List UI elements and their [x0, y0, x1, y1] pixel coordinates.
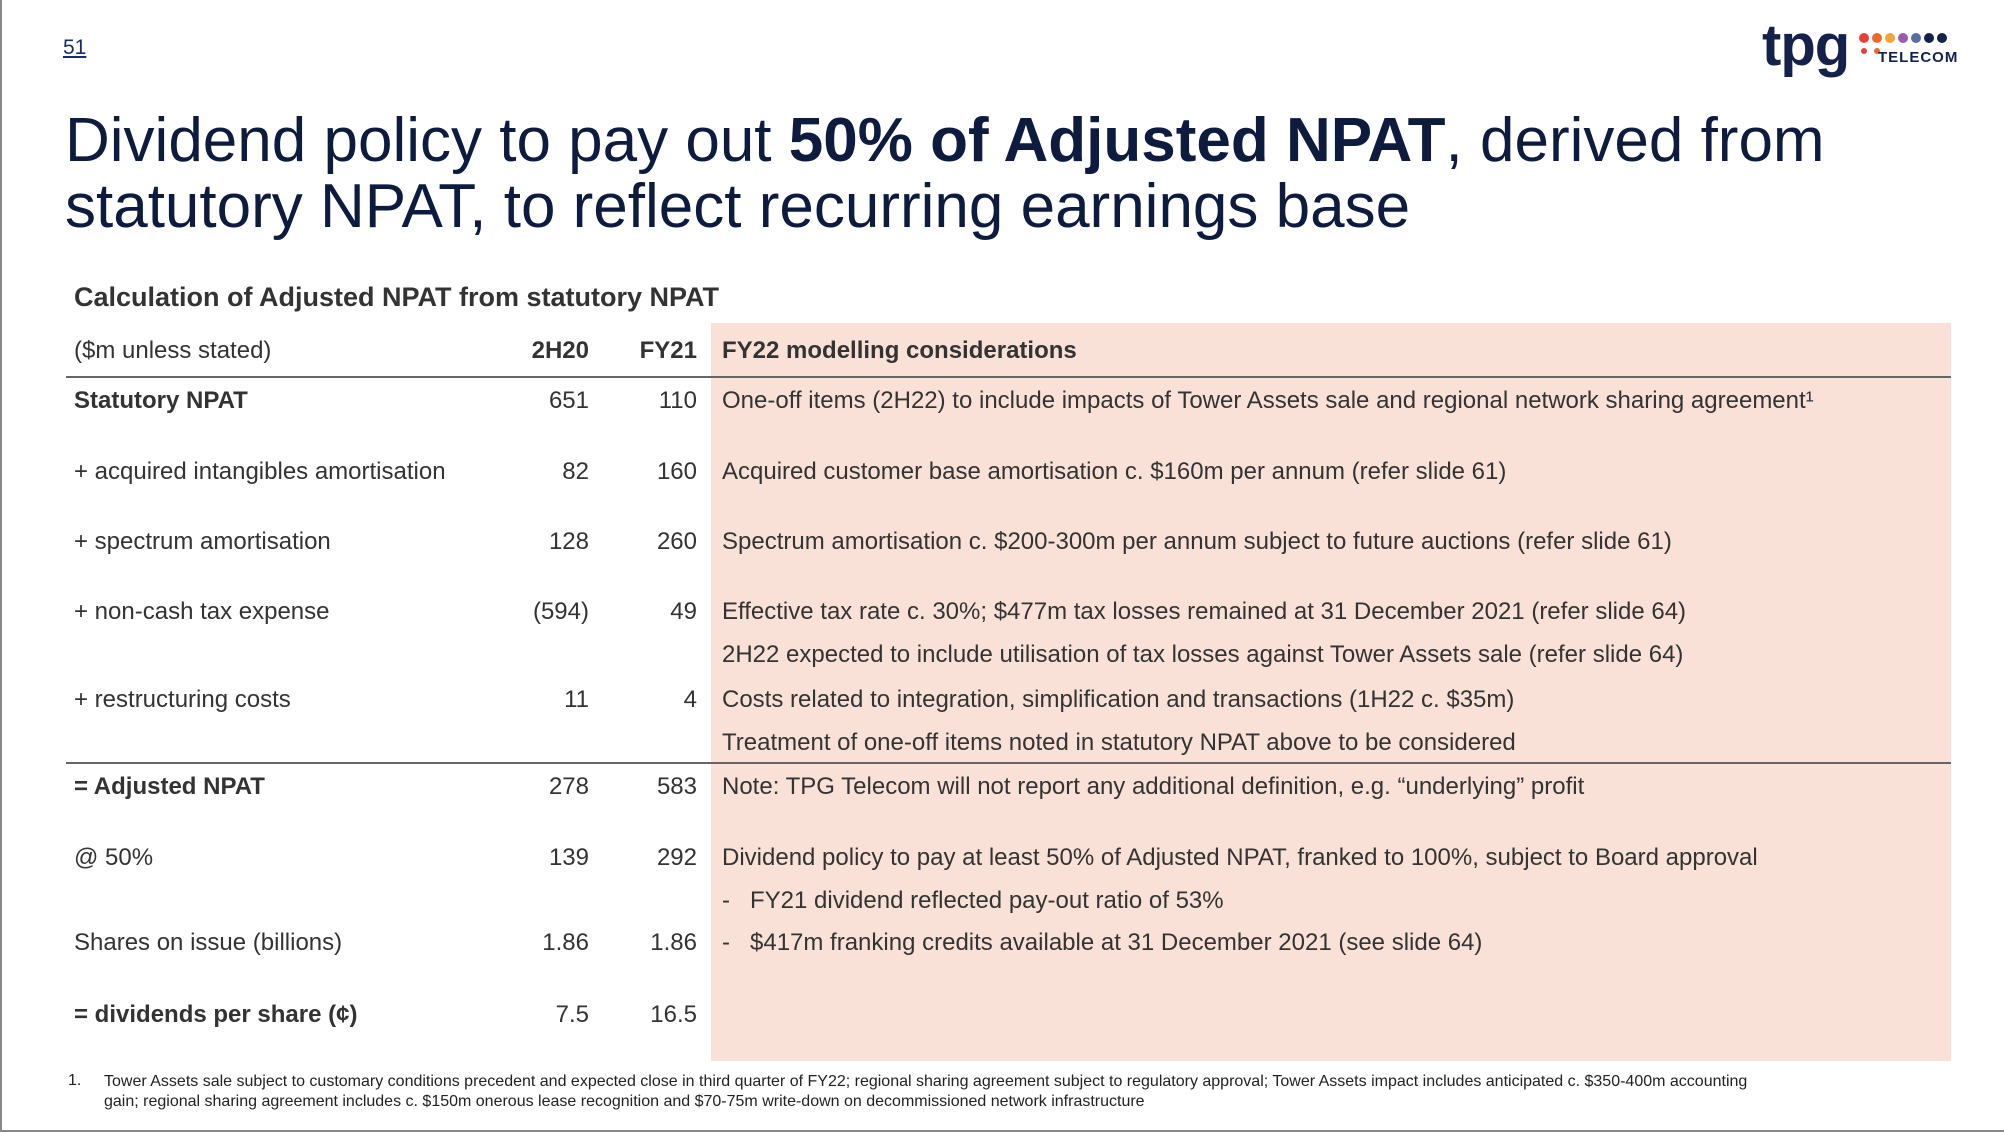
footnote: Tower Assets sale subject to customary c… [104, 1072, 1747, 1112]
row-label: + spectrum amortisation [74, 528, 331, 555]
cell-value: 278 [548, 773, 589, 800]
row-label: + restructuring costs [74, 686, 291, 713]
rule [66, 762, 1951, 764]
header-cell: FY22 modelling considerations [722, 337, 1077, 364]
cell-value: 16.5 [650, 1001, 697, 1028]
cell-value: 651 [548, 387, 589, 414]
title-emphasis: 50% of Adjusted NPAT [788, 106, 1446, 175]
note: Note: TPG Telecom will not report any ad… [722, 773, 1585, 800]
cell-value: 1.86 [542, 929, 589, 956]
note: Effective tax rate c. 30%; $477m tax los… [722, 598, 1687, 625]
cell-value: 139 [548, 844, 589, 871]
logo-brand: tpg [1762, 13, 1850, 78]
note-bullet: - [722, 887, 730, 914]
title: Dividend policy to pay out 50% of Adjust… [65, 108, 1825, 240]
cell-value: 82 [562, 458, 589, 485]
footnote-line: gain; regional sharing agreement include… [104, 1093, 1145, 1110]
note: Acquired customer base amortisation c. $… [722, 458, 1507, 485]
note: Costs related to integration, simplifica… [722, 686, 1515, 713]
title-line: statutory NPAT, to reflect recurring ear… [65, 172, 1411, 241]
cell-value: 4 [683, 686, 697, 713]
footnote-line: Tower Assets sale subject to customary c… [104, 1073, 1748, 1090]
title-text: Dividend policy to pay out [65, 106, 789, 175]
row-label: @ 50% [74, 844, 154, 871]
note: Spectrum amortisation c. $200-300m per a… [722, 528, 1672, 555]
header-cell: FY21 [639, 337, 697, 364]
rule [66, 376, 1951, 378]
cell-value: (594) [532, 598, 589, 625]
cell-value: 1.86 [650, 929, 697, 956]
cell-value: 583 [656, 773, 697, 800]
title-text: , derived from [1445, 106, 1825, 175]
note: Dividend policy to pay at least 50% of A… [722, 844, 1758, 871]
logo-sub: TELECOM [1878, 49, 1959, 66]
note: $417m franking credits available at 31 D… [750, 929, 1483, 956]
note: Treatment of one-off items noted in stat… [722, 729, 1516, 756]
cell-value: 128 [548, 528, 589, 555]
header-cell: 2H20 [531, 337, 589, 364]
row-label: Shares on issue (billions) [74, 929, 343, 956]
note: FY21 dividend reflected pay-out ratio of… [750, 887, 1224, 914]
title-line: Dividend policy to pay out 50% of Adjust… [65, 108, 1825, 174]
note-bullet: - [722, 929, 730, 956]
logo-dots [1859, 33, 1947, 54]
cell-value: 11 [564, 686, 589, 713]
row-label: + acquired intangibles amortisation [74, 458, 446, 485]
cell-value: 292 [656, 844, 697, 871]
header-cell: ($m unless stated) [74, 337, 272, 364]
page-number: 51 [63, 36, 87, 59]
row-label: Statutory NPAT [74, 387, 248, 414]
cell-value: 49 [670, 598, 697, 625]
cell-value: 110 [658, 387, 697, 414]
row-label: + non-cash tax expense [74, 598, 330, 625]
row-label: = Adjusted NPAT [74, 773, 265, 800]
footnote-marker: 1. [68, 1072, 82, 1089]
note: 2H22 expected to include utilisation of … [722, 641, 1684, 668]
cell-value: 160 [656, 458, 697, 485]
cell-value: 260 [656, 528, 697, 555]
cell-value: 7.5 [555, 1001, 589, 1028]
note: One-off items (2H22) to include impacts … [722, 387, 1814, 414]
table-title: Calculation of Adjusted NPAT from statut… [74, 282, 720, 312]
highlight-panel [711, 323, 1951, 1061]
row-label: = dividends per share (¢) [74, 1001, 358, 1028]
